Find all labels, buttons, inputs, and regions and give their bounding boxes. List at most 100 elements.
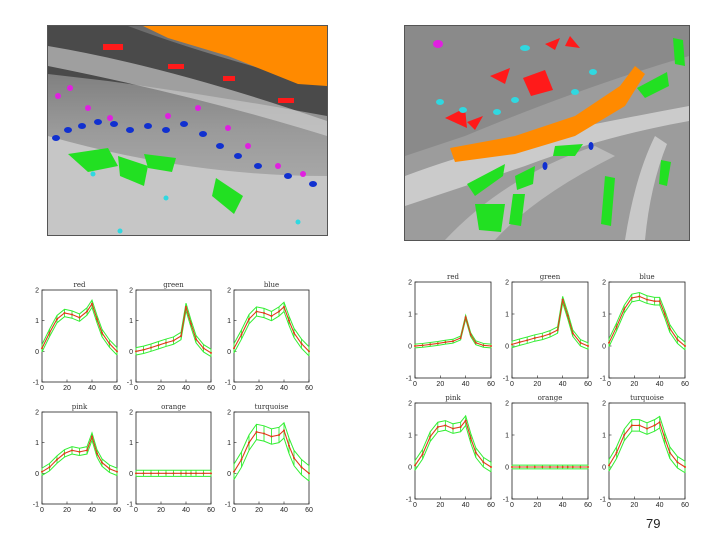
y-tick-label: -1 [406, 497, 412, 504]
data-point [195, 472, 197, 475]
data-point [623, 434, 626, 436]
x-tick-label: 40 [656, 502, 664, 509]
data-point [308, 472, 310, 475]
band-upper [41, 298, 118, 349]
series-line-green [135, 306, 212, 354]
data-point [48, 466, 51, 469]
y-tick-label: 2 [35, 288, 39, 295]
y-tick-label: 1 [35, 318, 39, 325]
page-number: 79 [646, 516, 661, 531]
data-point [71, 449, 73, 452]
data-point [608, 464, 610, 467]
x-tick-label: 0 [510, 502, 514, 509]
data-point [101, 331, 103, 334]
data-point [630, 424, 633, 427]
data-point [668, 327, 671, 330]
y-tick-label: 1 [35, 440, 39, 447]
x-tick-label: 20 [63, 507, 71, 514]
series-line-pink [414, 419, 492, 468]
y-tick-label: 0 [505, 344, 509, 351]
micrograph-left [47, 25, 328, 236]
data-point [116, 470, 118, 473]
data-point [561, 466, 564, 468]
x-tick-label: 60 [113, 507, 121, 514]
y-tick-label: 2 [408, 280, 412, 287]
x-tick-label: 60 [207, 507, 215, 514]
data-point [150, 346, 152, 349]
panel-title: blue [264, 281, 279, 289]
x-tick-label: 0 [413, 502, 417, 509]
data-point [283, 429, 285, 432]
x-tick-label: 0 [413, 381, 417, 388]
y-tick-label: 1 [505, 433, 509, 440]
data-point [96, 318, 98, 321]
data-point [429, 343, 432, 346]
data-point [490, 466, 492, 468]
series-line-red [414, 315, 492, 347]
data-point [658, 300, 661, 303]
data-point [135, 350, 137, 353]
data-point [202, 347, 205, 350]
x-tick-label: 20 [533, 381, 541, 388]
data-point [444, 341, 447, 344]
data-point [541, 466, 544, 468]
red-markers [445, 36, 580, 130]
data-point [185, 305, 187, 308]
y-tick-label: 2 [602, 401, 606, 408]
y-tick-label: -1 [600, 376, 606, 383]
series-line-turquoise [233, 429, 310, 474]
series-line-red [41, 302, 118, 352]
y-tick-label: -1 [600, 497, 606, 504]
data-point [421, 453, 424, 456]
data-point [630, 297, 633, 299]
y-tick-label: -1 [503, 376, 509, 383]
data-point [459, 337, 462, 339]
data-point [571, 466, 574, 468]
x-tick-label: 20 [436, 381, 444, 388]
data-point [556, 466, 559, 468]
chart-panel-blue: blue -1 0 1 2 0 20 40 60 [597, 272, 697, 396]
data-point [653, 424, 656, 427]
data-point [48, 331, 51, 334]
data-point [142, 472, 145, 475]
red-markers [103, 44, 294, 103]
y-tick-label: 1 [602, 312, 606, 319]
data-point [185, 472, 187, 475]
data-point [270, 315, 273, 318]
data-point [474, 341, 477, 344]
data-point [579, 341, 582, 344]
axes-frame [414, 281, 492, 379]
y-tick-label: -1 [406, 376, 412, 383]
x-tick-label: 40 [462, 381, 470, 388]
data-point [684, 345, 686, 347]
pink-markers [55, 85, 306, 177]
x-tick-label: 40 [280, 507, 288, 514]
band-lower [608, 299, 686, 351]
band-upper [414, 313, 492, 345]
data-point [638, 295, 641, 298]
data-point [541, 335, 544, 338]
data-point [263, 312, 265, 314]
y-tick-label: -1 [225, 380, 231, 387]
band-lower [414, 317, 492, 349]
data-point [248, 318, 250, 321]
x-tick-label: 60 [584, 381, 592, 388]
series-line-pink [41, 434, 118, 473]
x-tick-label: 20 [157, 507, 165, 514]
data-point [464, 316, 467, 319]
x-tick-label: 60 [584, 502, 592, 509]
x-tick-label: 60 [113, 385, 121, 392]
series-line-turquoise [608, 421, 686, 468]
y-tick-label: 2 [602, 280, 606, 287]
data-point [474, 451, 477, 454]
band-upper [233, 301, 310, 348]
chart-panel-turquoise: turquoise -1 0 1 2 0 20 40 60 [597, 393, 697, 517]
data-point [469, 437, 472, 440]
